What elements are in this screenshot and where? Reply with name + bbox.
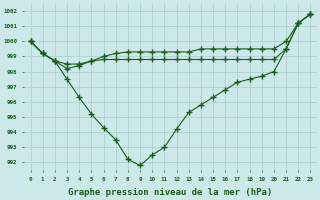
X-axis label: Graphe pression niveau de la mer (hPa): Graphe pression niveau de la mer (hPa) [68,188,273,197]
